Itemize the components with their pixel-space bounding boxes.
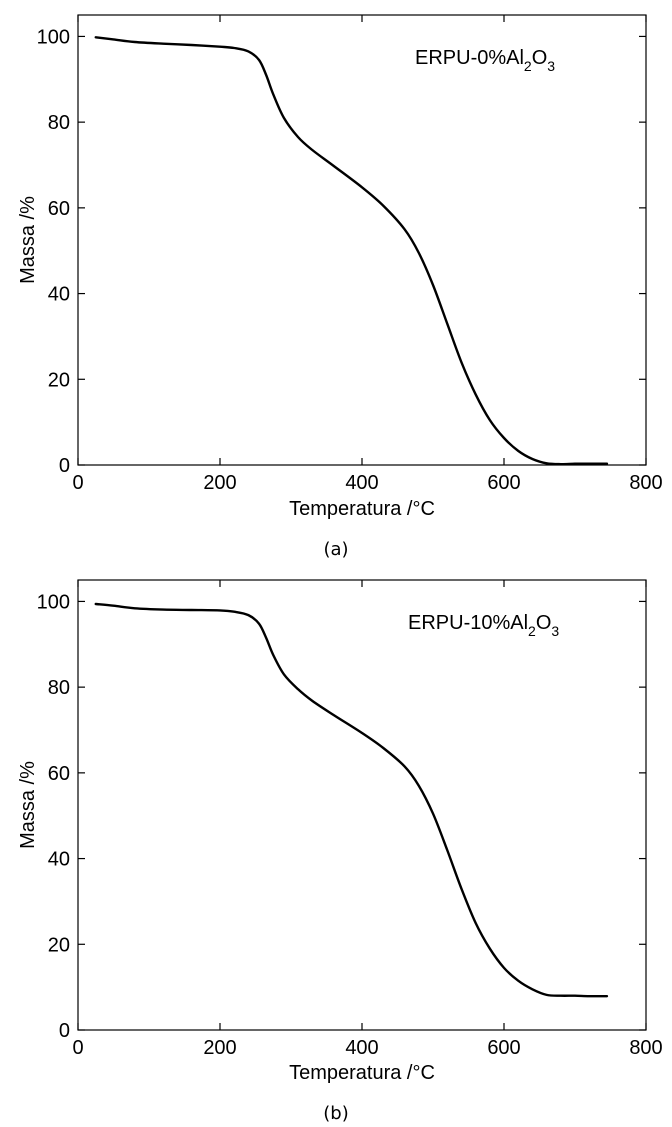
x-tick-label: 200 xyxy=(203,472,236,494)
annotation-sub2: 3 xyxy=(551,623,559,639)
x-tick-labels: 0 200 400 600 800 xyxy=(72,1037,662,1059)
x-tick-labels: 0 200 400 600 800 xyxy=(72,472,662,494)
y-tick-label: 0 xyxy=(59,1020,70,1042)
tick-marks xyxy=(77,15,647,466)
y-tick-labels: 0 20 40 60 80 100 xyxy=(37,591,70,1042)
x-axis-label: Temperatura /°C xyxy=(289,1062,435,1084)
y-tick-label: 40 xyxy=(48,284,70,306)
y-tick-label: 20 xyxy=(48,934,70,956)
annotation-mid: O xyxy=(536,612,552,634)
tga-curve-series xyxy=(94,602,609,998)
series-annotation: ERPU-0%Al2O3 xyxy=(415,47,555,74)
y-tick-label: 100 xyxy=(37,26,70,48)
chart-panel-b: 0 200 400 600 800 0 20 40 60 80 100 ERPU-10%Al2O3… xyxy=(0,565,672,1127)
y-tick-label: 0 xyxy=(59,455,70,477)
y-tick-label: 40 xyxy=(48,849,70,871)
chart-panel-a: 0 200 400 600 800 0 20 40 60 80 100 ERPU-0%Al2O3 … xyxy=(17,14,663,560)
y-tick-label: 20 xyxy=(48,369,70,391)
x-tick-label: 400 xyxy=(345,1037,378,1059)
figure-caption: (a) xyxy=(323,539,348,560)
y-tick-label: 60 xyxy=(48,198,70,220)
annotation-sub1: 2 xyxy=(524,58,532,74)
tick-marks xyxy=(77,580,647,1031)
x-tick-label: 0 xyxy=(72,472,83,494)
chart-b: 0 200 400 600 800 0 20 40 60 80 100 ERPU-10%Al2O3… xyxy=(17,579,663,1124)
x-axis-label: Temperatura /°C xyxy=(289,498,435,520)
y-axis-label: Massa /% xyxy=(17,761,39,849)
series-annotation: ERPU-10%Al2O3 xyxy=(408,612,559,639)
annotation-mid: O xyxy=(532,47,548,69)
plot-frame xyxy=(77,14,647,466)
x-tick-label: 600 xyxy=(487,1037,520,1059)
figure-caption: (b) xyxy=(323,1103,348,1124)
y-tick-label: 80 xyxy=(48,677,70,699)
y-tick-label: 100 xyxy=(37,591,70,613)
annotation-base: ERPU-10%Al xyxy=(408,612,528,634)
x-tick-label: 200 xyxy=(203,1037,236,1059)
annotation-sub1: 2 xyxy=(528,623,536,639)
y-tick-labels: 0 20 40 60 80 100 xyxy=(37,26,70,477)
x-tick-label: 0 xyxy=(72,1037,83,1059)
annotation-base: ERPU-0%Al xyxy=(415,47,524,69)
x-tick-label: 800 xyxy=(629,1037,662,1059)
x-tick-label: 600 xyxy=(487,472,520,494)
tga-curve-series xyxy=(94,36,609,466)
x-tick-label: 800 xyxy=(629,472,662,494)
y-axis-label: Massa /% xyxy=(17,196,39,284)
plot-frame xyxy=(77,579,647,1031)
x-tick-label: 400 xyxy=(345,472,378,494)
annotation-sub2: 3 xyxy=(547,58,555,74)
y-tick-label: 60 xyxy=(48,763,70,785)
y-tick-label: 80 xyxy=(48,112,70,134)
